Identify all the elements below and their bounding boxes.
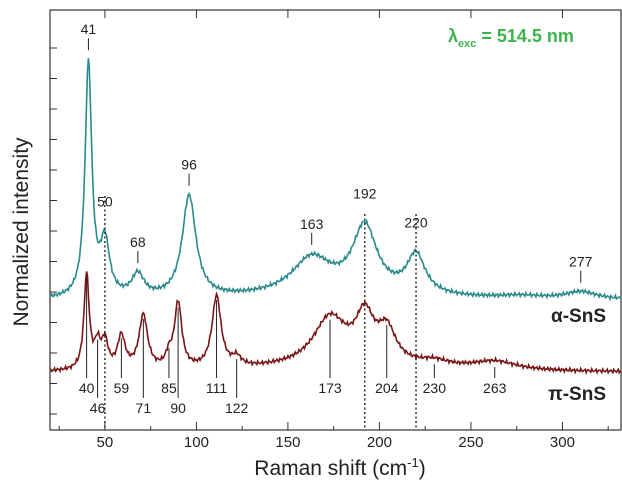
peak-label-46: 46 [90, 400, 106, 416]
x-tick-label: 100 [184, 434, 209, 451]
excitation-annotation: λexc = 514.5 nm [448, 26, 574, 50]
x-axis-title-sup: -1 [407, 455, 419, 470]
y-axis-title: Normalized intensity [10, 137, 33, 327]
x-tick-label: 250 [458, 434, 483, 451]
plot-frame: 50 100 150 200 250 300 [49, 9, 622, 451]
x-axis-title-main: Raman shift (cm [254, 457, 407, 480]
peak-label-263: 263 [483, 380, 507, 396]
x-axis-title: Raman shift (cm-1) [254, 455, 425, 480]
x-tick-label: 150 [275, 434, 300, 451]
peak-label-163: 163 [300, 216, 324, 232]
peak-label-68: 68 [130, 234, 146, 250]
peak-label-71: 71 [136, 400, 152, 416]
annotation-rest: = 514.5 nm [476, 26, 574, 46]
peak-label-204: 204 [375, 380, 399, 396]
peak-label-40: 40 [79, 380, 95, 396]
peak-label-90: 90 [170, 400, 186, 416]
peak-label-220: 220 [404, 215, 428, 231]
series-layer [49, 58, 622, 376]
x-tick-label: 300 [550, 434, 575, 451]
peak-label-50: 50 [97, 194, 113, 210]
peak-label-192: 192 [353, 185, 377, 201]
peak-label-230: 230 [423, 380, 447, 396]
peak-label-122: 122 [225, 400, 249, 416]
peak-label-59: 59 [114, 380, 130, 396]
peak-marker-layer [86, 38, 582, 430]
label-layer: 41 50 68 96 163 192 220 277 40 46 59 71 85 90 111 122 17… [79, 21, 593, 416]
plot-border [49, 9, 622, 431]
x-axis-title-end: ) [419, 457, 426, 480]
annotation-lambda: λ [448, 26, 458, 46]
peak-label-111: 111 [206, 380, 227, 396]
x-tick-label: 200 [367, 434, 392, 451]
peak-label-96: 96 [181, 157, 197, 173]
series-label-alpha: α-SnS [551, 306, 606, 327]
peak-label-41: 41 [81, 21, 97, 37]
series-line-alpha-sns [49, 58, 622, 302]
peak-label-173: 173 [318, 380, 342, 396]
annotation-sub: exc [458, 38, 476, 50]
peak-label-277: 277 [569, 254, 593, 270]
x-tick-label: 50 [97, 434, 114, 451]
series-line-pi-sns [49, 271, 622, 376]
series-label-pi: π-SnS [548, 384, 606, 405]
peak-label-85: 85 [161, 380, 177, 396]
